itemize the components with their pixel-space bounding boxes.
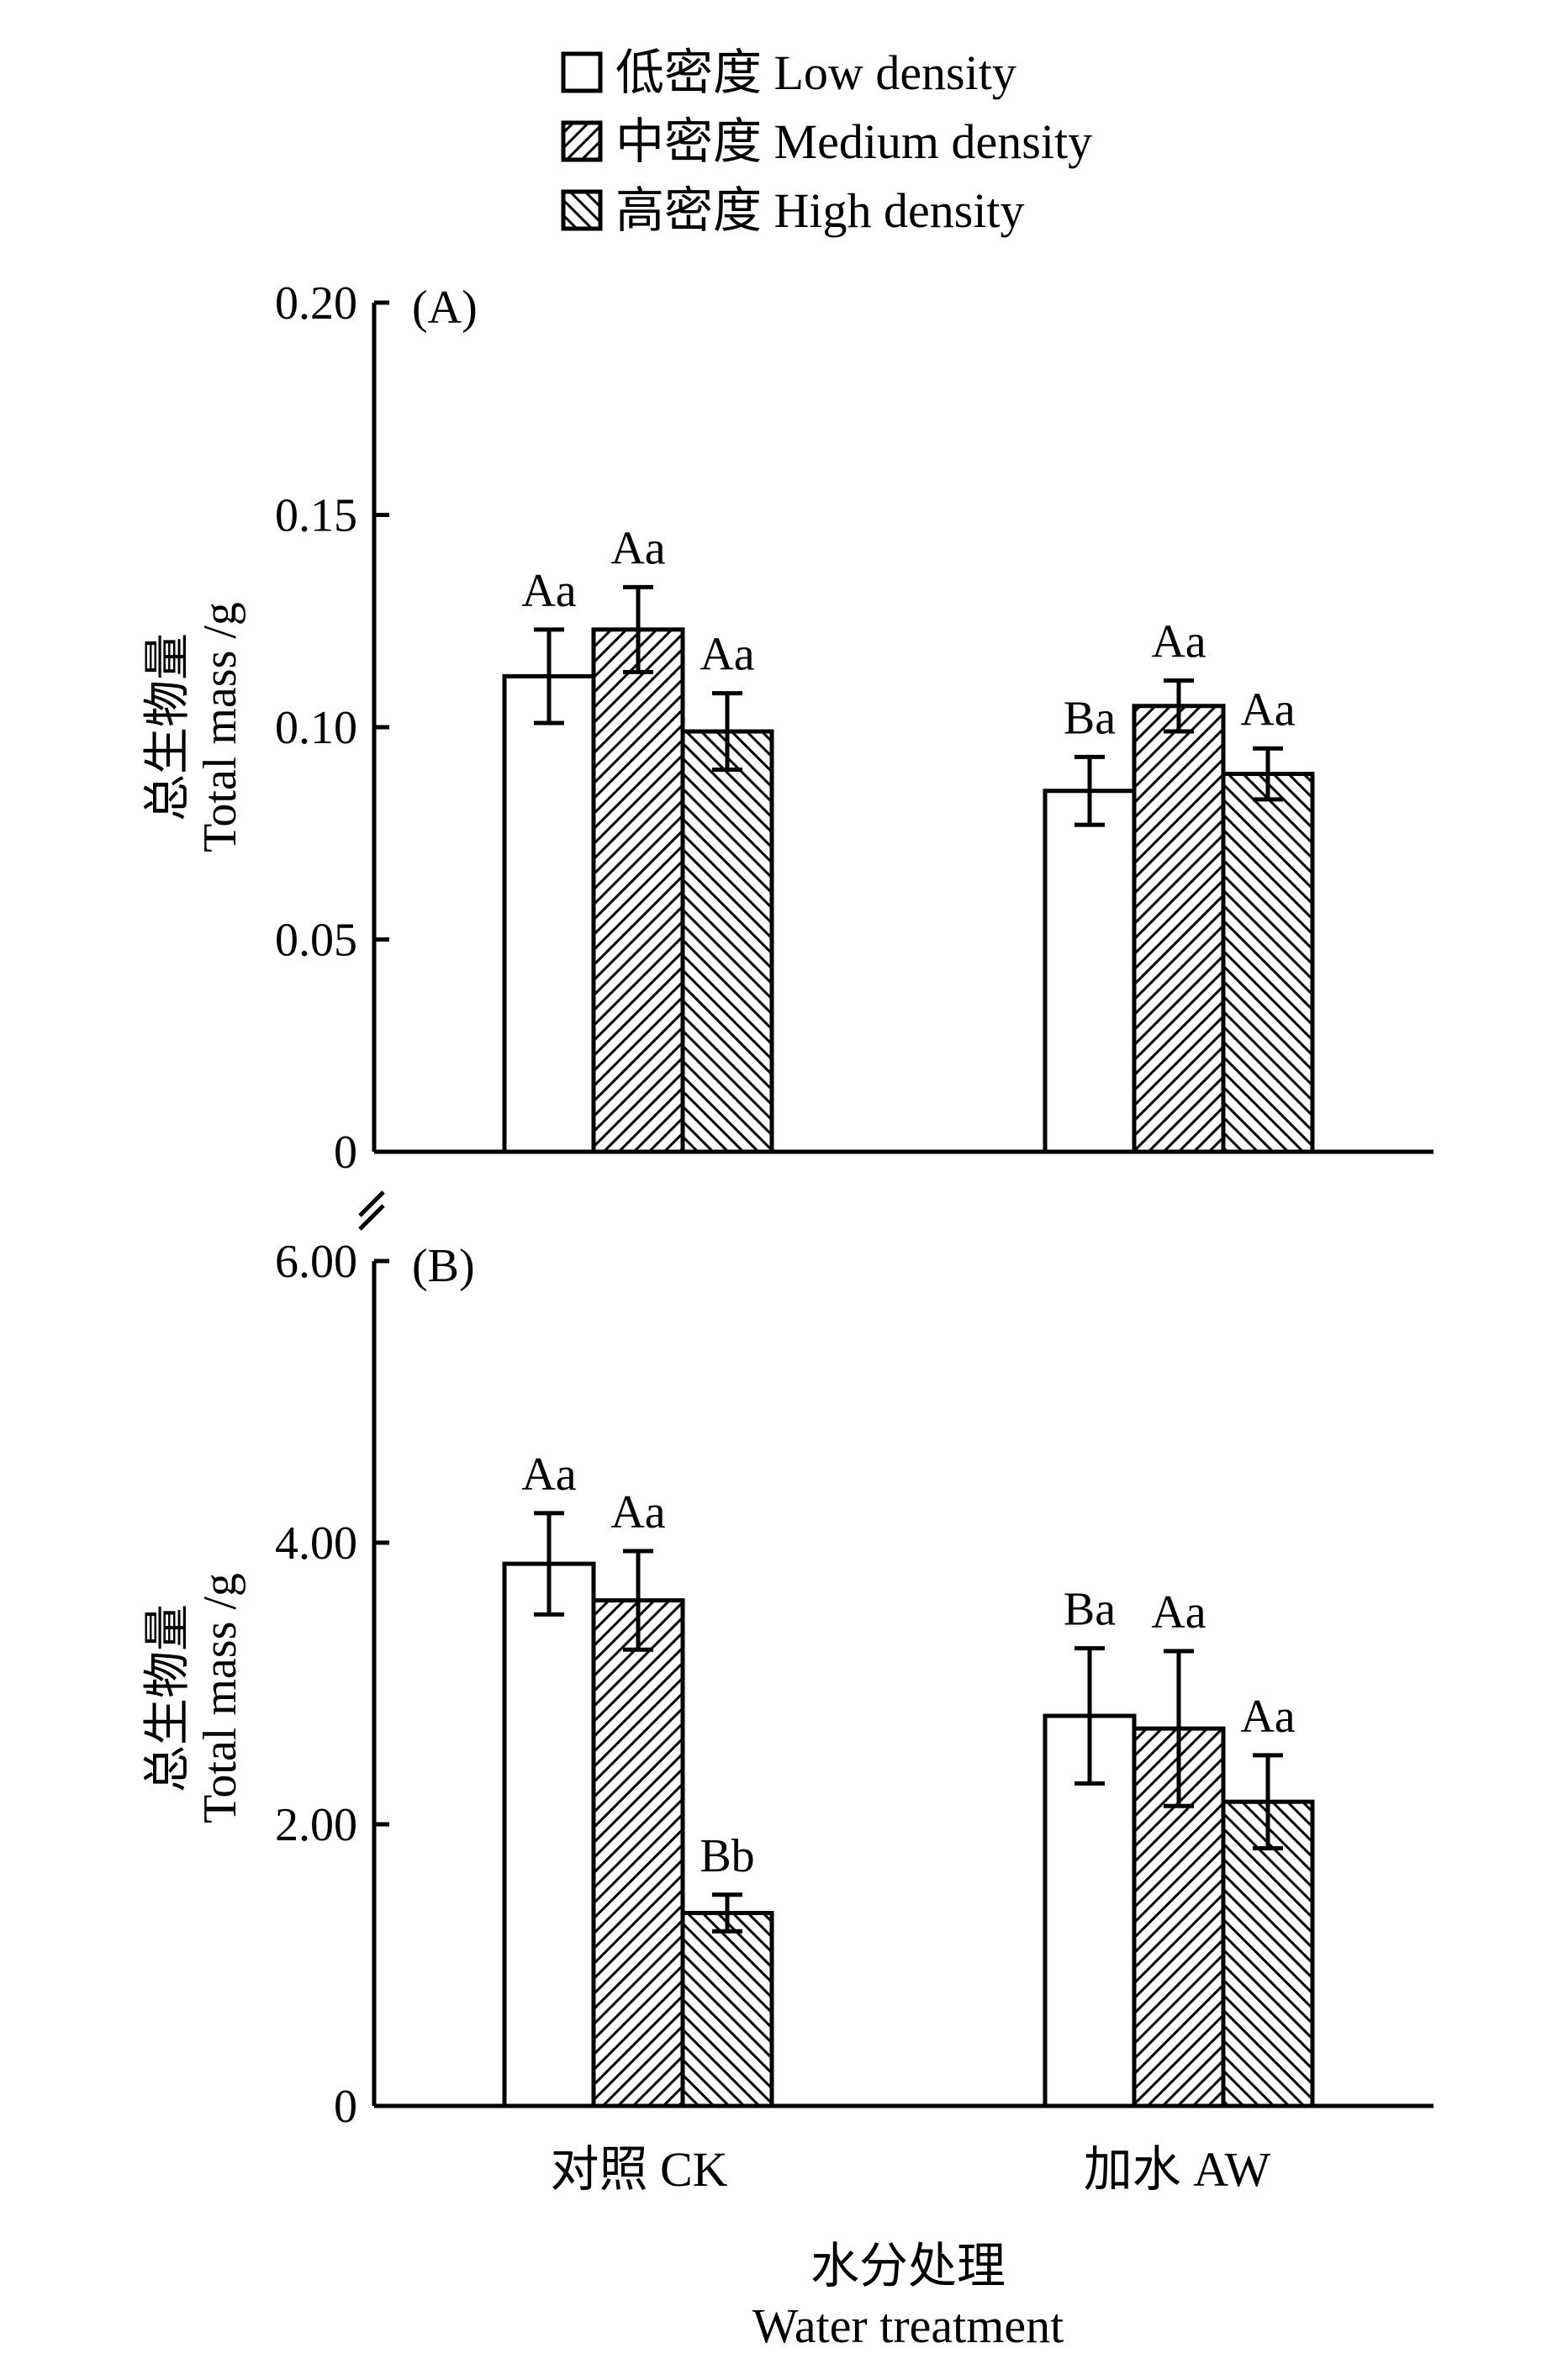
legend-swatch-medium (561, 120, 603, 162)
panel-b-y-tick-label: 6.00 (275, 1236, 357, 1288)
panel-a-error-bar-ck-low (534, 627, 564, 726)
panel-b-sig-label-ck-medium: Aa (610, 1486, 665, 1538)
panel-a-sig-label-aw-medium: Aa (1151, 615, 1206, 668)
panel-a-sig-label-ck-low: Aa (521, 565, 576, 617)
panel-b-sig-label-aw-medium: Aa (1151, 1586, 1206, 1639)
panel-a-marks: 0 0.05 0.10 0.15 0.20 Aa Aa Aa Ba Aa Aa (275, 277, 1433, 1179)
panel-b-sig-label-aw-low: Ba (1064, 1584, 1116, 1636)
panel-a-error-bar-ck-medium (623, 584, 653, 674)
panel-b-ylabel: 总生物量 Total mass /g (142, 1573, 246, 1823)
panel-b-sig-label-aw-high: Aa (1240, 1691, 1295, 1743)
panel-b-error-bar-ck-medium (623, 1549, 653, 1652)
panel-a-sig-label-aw-high: Aa (1240, 683, 1295, 736)
panel-a-bar-ck-medium (591, 627, 685, 1154)
panel-a-error-bar-aw-high (1253, 746, 1283, 802)
legend-swatch-high (561, 189, 603, 231)
panel-a-y-tick-label: 0.10 (275, 702, 357, 754)
panel-a-ylabel-cn: 总生物量 (142, 633, 194, 821)
panel-b-sig-label-ck-low: Aa (521, 1449, 576, 1501)
panel-a-y-tick-label: 0.15 (275, 490, 357, 542)
panel-a-bar-aw-high (1221, 772, 1315, 1154)
panel-b-ylabel-cn: 总生物量 (142, 1604, 194, 1792)
legend-item-low: 低密度 Low density (561, 45, 1016, 100)
panel-b-error-bar-aw-high (1253, 1753, 1283, 1850)
panel-a-y-tick-label: 0.20 (275, 277, 357, 330)
panel-a-bar-aw-medium (1132, 704, 1226, 1154)
panel-b-error-bar-ck-low (534, 1511, 564, 1617)
legend-item-high: 高密度 High density (561, 183, 1025, 238)
panel-a-label: (A) (412, 282, 478, 334)
panel-a-bar-aw-low (1043, 789, 1137, 1154)
panel-a-sig-label-ck-high: Aa (700, 629, 754, 681)
panel-b-marks: 0 2.00 4.00 6.00 Aa Aa Bb Ba Aa Aa (275, 1236, 1433, 2133)
panel-b-label: (B) (412, 1240, 475, 1292)
x-axis-title-cn: 水分处理 (810, 2239, 1006, 2293)
panel-a-sig-label-ck-medium: Aa (610, 522, 665, 574)
legend-label-low: 低密度 Low density (615, 45, 1016, 100)
panel-b-y-tick-label: 0 (334, 2081, 357, 2133)
axis-break-mark (358, 1190, 385, 1217)
legend: 低密度 Low density 中密度 Medium density 高密度 H… (561, 45, 1092, 238)
axis-break-mark (358, 1204, 385, 1231)
panel-b-error-bar-aw-low (1074, 1646, 1105, 1786)
panel-a-y-tick-label: 0 (334, 1127, 357, 1179)
axis-break (358, 1190, 385, 1231)
panel-a-error-bar-ck-high (712, 691, 742, 772)
panel-b-error-bar-ck-high (712, 1892, 742, 1934)
x-axis-title-en: Water treatment (752, 2298, 1064, 2353)
panel-a-ylabel-en: Total mass /g (194, 602, 246, 852)
legend-item-medium: 中密度 Medium density (561, 114, 1092, 169)
panel-b-ylabel-en: Total mass /g (194, 1573, 246, 1823)
panel-a-bar-ck-high (680, 729, 774, 1154)
panel-b-bar-ck-low (502, 1561, 596, 2108)
panel-b-sig-label-ck-high: Bb (700, 1830, 754, 1882)
panel-a-sig-label-aw-low: Ba (1064, 692, 1116, 744)
panel-a-error-bar-aw-low (1074, 754, 1105, 827)
panel-a-ylabel: 总生物量 Total mass /g (142, 602, 246, 852)
panel-b-y-tick-label: 4.00 (275, 1517, 357, 1570)
panel-b-y-tick-label: 2.00 (275, 1799, 357, 1851)
panel-b-bar-ck-medium (591, 1598, 685, 2108)
panel-b-bar-ck-high (680, 1911, 774, 2108)
legend-label-medium: 中密度 Medium density (615, 114, 1092, 169)
panel-a-error-bar-aw-medium (1164, 678, 1194, 734)
panel-a-y-tick-label: 0.05 (275, 915, 357, 967)
category-label-aw: 加水 AW (1084, 2142, 1271, 2197)
legend-label-high: 高密度 High density (615, 183, 1025, 238)
category-label-ck: 对照 CK (550, 2142, 727, 2197)
panel-a-bar-ck-low (502, 673, 596, 1154)
panel-a: (A) 总生物量 Total mass /g 0 0.05 0.10 0.15 0.20… (142, 277, 1433, 1179)
panel-b: (B) 总生物量 Total mass /g 0 2.00 4.00 6.00 Aa Aa… (142, 1236, 1433, 2133)
panel-b-error-bar-aw-medium (1164, 1649, 1194, 1808)
panel-b-bar-aw-high (1221, 1799, 1315, 2108)
legend-swatch-low (561, 51, 603, 93)
